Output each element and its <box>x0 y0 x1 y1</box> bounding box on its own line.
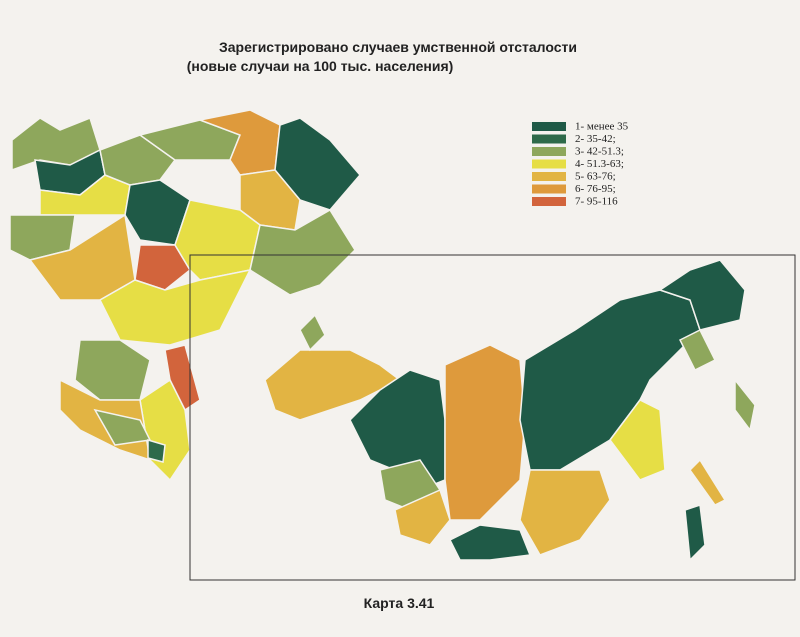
legend-swatch <box>532 147 566 156</box>
legend-label: 4- 51.3-63; <box>575 158 624 170</box>
map-title: Зарегистрировано случаев умственной отст… <box>219 39 577 55</box>
legend-swatch <box>532 197 566 206</box>
legend-label: 2- 35-42; <box>575 133 616 145</box>
legend-swatch <box>532 159 566 169</box>
legend-swatch <box>532 134 566 144</box>
european-map <box>9 109 361 482</box>
legend: 1- менее 352- 35-42;3- 42-51.3;4- 51.3-6… <box>532 121 629 208</box>
inset-frame <box>189 254 796 581</box>
legend-label: 3- 42-51.3; <box>575 146 624 158</box>
map-subtitle: (новые случаи на 100 тыс. населения) <box>187 58 454 74</box>
legend-label: 7- 95-116 <box>575 196 618 208</box>
legend-swatch <box>532 172 566 181</box>
legend-swatch <box>532 122 566 131</box>
legend-swatch <box>532 184 566 194</box>
map-caption: Карта 3.41 <box>364 595 435 611</box>
russia-map <box>264 259 756 562</box>
legend-label: 6- 76-95; <box>575 183 616 195</box>
legend-label: 1- менее 35 <box>575 121 629 133</box>
legend-label: 5- 63-76; <box>575 171 616 183</box>
